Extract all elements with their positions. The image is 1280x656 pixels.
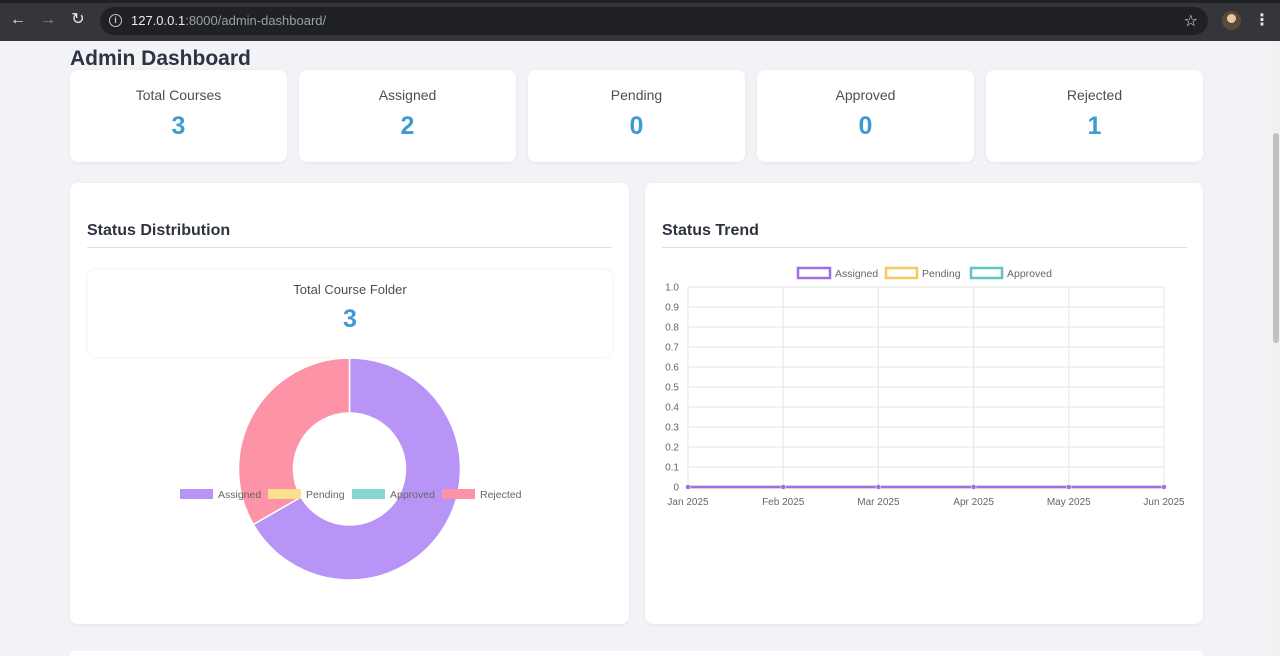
browser-toolbar: ← → ↻ i 127.0.0.1:8000/admin-dashboard/ …: [0, 0, 1280, 41]
divider: [662, 247, 1187, 248]
legend-swatch-pending: [884, 266, 919, 280]
x-tick-label: May 2025: [1047, 497, 1091, 508]
url-host: 127.0.0.1: [131, 13, 186, 28]
stat-label: Approved: [835, 87, 896, 103]
y-tick-label: 0.5: [665, 383, 679, 394]
tab-strip: [0, 0, 1280, 3]
stat-card-total-courses: Total Courses 3: [70, 70, 287, 162]
data-point-assigned: [1066, 484, 1072, 490]
legend-swatch-assigned: [796, 266, 832, 280]
stat-card-pending: Pending 0: [528, 70, 745, 162]
y-tick-label: 0: [673, 483, 679, 494]
bookmark-star-icon[interactable]: ☆: [1183, 13, 1198, 30]
x-tick-label: Jun 2025: [1143, 497, 1185, 508]
legend-swatch-approved: [352, 489, 385, 499]
page-title: Admin Dashboard: [70, 47, 251, 70]
data-point-assigned: [685, 484, 691, 490]
slice-rejected: [237, 357, 351, 526]
y-tick-label: 0.9: [665, 303, 679, 314]
x-tick-label: Apr 2025: [953, 497, 994, 508]
back-arrow-icon[interactable]: ←: [10, 11, 26, 28]
stat-label: Assigned: [378, 87, 437, 103]
y-tick-label: 0.6: [665, 363, 679, 374]
y-tick-label: 0.3: [665, 423, 679, 434]
next-section-edge: [70, 651, 1203, 656]
scrollbar-thumb[interactable]: [1273, 133, 1279, 343]
divider: [87, 247, 612, 248]
reload-icon[interactable]: ↻: [71, 11, 85, 28]
legend-label-assigned: Assigned: [835, 268, 878, 280]
stat-label: Total Courses: [135, 87, 222, 103]
line-chart: 1.0 0.9 0.8 0.7 0.6 0.5 0.4 0.3 0.2 0.1 0 Jan 2025 F…: [665, 266, 1185, 508]
total-value: 3: [343, 305, 357, 333]
panel-title: Status Distribution: [87, 222, 231, 239]
y-tick-label: 0.8: [665, 323, 679, 334]
address-bar[interactable]: i 127.0.0.1:8000/admin-dashboard/ ☆: [100, 7, 1208, 35]
status-distribution-panel: Status Distribution Total Course Folder …: [70, 183, 629, 624]
url-path: :8000/admin-dashboard/: [185, 13, 327, 28]
stat-card-assigned: Assigned 2: [299, 70, 516, 162]
legend-swatch-pending: [268, 489, 301, 499]
profile-avatar[interactable]: [1222, 11, 1241, 30]
data-point-assigned: [1161, 484, 1167, 490]
stat-value: 3: [171, 112, 186, 140]
slice-assigned: [252, 357, 462, 581]
forward-arrow-icon[interactable]: →: [40, 11, 56, 28]
stat-value: 0: [629, 112, 644, 140]
legend-label-rejected: Rejected: [480, 489, 522, 501]
more-menu-icon[interactable]: ⋮: [1254, 12, 1270, 29]
site-info-icon[interactable]: i: [109, 14, 122, 27]
stat-value: 2: [400, 112, 415, 140]
data-point-assigned: [780, 484, 786, 490]
dashboard-page: Admin Dashboard Total Courses 3 Assigned…: [0, 41, 1272, 656]
x-tick-label: Feb 2025: [762, 497, 805, 508]
legend-swatch-rejected: [442, 489, 475, 499]
panel-title: Status Trend: [662, 222, 759, 239]
data-point-assigned: [970, 484, 977, 490]
page-scrollbar[interactable]: [1272, 41, 1280, 656]
doughnut-chart: Assigned Pending Approved Rejected: [180, 357, 522, 581]
stat-label: Pending: [610, 87, 663, 103]
legend-label-assigned: Assigned: [218, 489, 261, 501]
legend-label-pending: Pending: [922, 268, 961, 280]
stat-value: 1: [1087, 112, 1102, 140]
y-tick-label: 0.7: [665, 343, 679, 354]
stat-card-rejected: Rejected 1: [986, 70, 1203, 162]
status-trend-panel: Status Trend 1.0 0.9 0.8 0.7 0.6 0.5 0.4 0.3 0.2…: [645, 183, 1203, 624]
y-tick-label: 0.2: [665, 443, 679, 454]
url-text[interactable]: 127.0.0.1:8000/admin-dashboard/: [131, 13, 326, 28]
total-label: Total Course Folder: [293, 282, 407, 297]
stat-card-approved: Approved 0: [757, 70, 974, 162]
data-point-assigned: [875, 484, 882, 490]
total-course-folder-card: Total Course Folder 3: [88, 270, 612, 357]
x-tick-label: Mar 2025: [857, 497, 900, 508]
x-tick-label: Jan 2025: [667, 497, 709, 508]
legend-swatch-approved: [969, 266, 1004, 280]
legend-swatch-assigned: [180, 489, 213, 499]
y-tick-label: 0.4: [665, 403, 679, 414]
stat-label: Rejected: [1066, 87, 1123, 103]
y-tick-label: 1.0: [665, 283, 679, 294]
stat-value: 0: [858, 112, 873, 140]
legend-label-pending: Pending: [306, 489, 345, 501]
legend-label-approved: Approved: [1007, 268, 1052, 280]
legend-label-approved: Approved: [390, 489, 435, 501]
y-tick-label: 0.1: [665, 463, 679, 474]
